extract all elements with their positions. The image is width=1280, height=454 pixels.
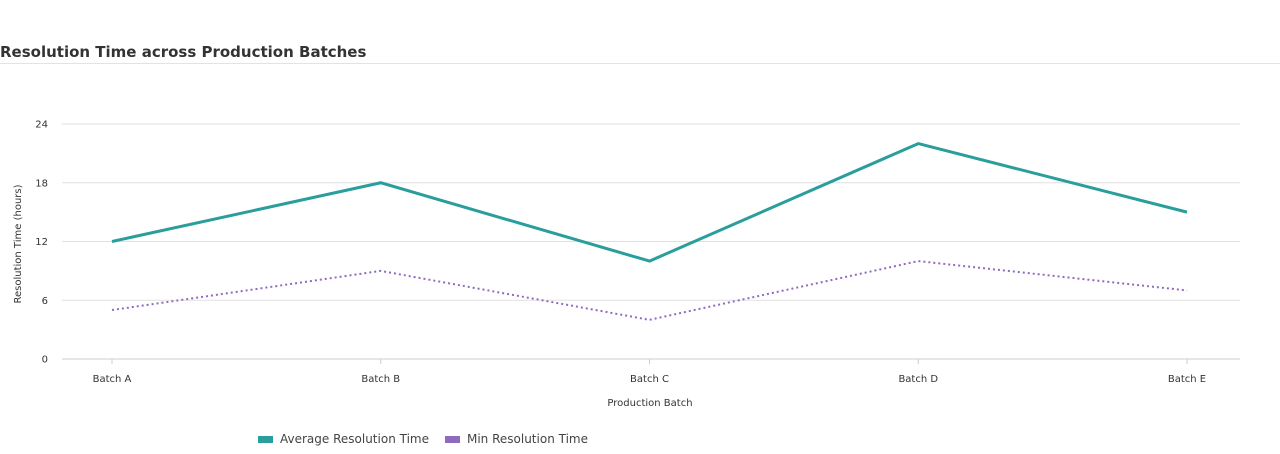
legend-item-average[interactable]: Average Resolution Time [258, 432, 429, 446]
data-point[interactable] [1186, 211, 1188, 213]
series-lines [111, 142, 1188, 321]
data-point[interactable] [380, 270, 382, 272]
gridlines [62, 123, 1240, 360]
y-axis-ticks: 0 6 12 18 24 [35, 120, 48, 366]
x-axis-title: Production Batch [607, 398, 692, 409]
y-tick-label: 0 [42, 355, 48, 366]
legend-swatch-min [444, 435, 460, 443]
chart-legend: Average Resolution Time Min Resolution T… [258, 432, 588, 446]
y-tick-label: 24 [35, 120, 48, 131]
x-tick-label: Batch B [361, 374, 400, 385]
legend-item-min[interactable]: Min Resolution Time [444, 432, 588, 446]
data-point[interactable] [380, 182, 382, 184]
y-axis-title: Resolution Time (hours) [13, 184, 24, 303]
series-line-average[interactable] [111, 142, 1188, 263]
data-point[interactable] [649, 260, 651, 262]
x-tick-label: Batch C [630, 374, 669, 385]
chart-title: Resolution Time across Production Batche… [0, 43, 367, 61]
x-tick-label: Batch E [1168, 374, 1206, 385]
x-tick-label: Batch A [93, 374, 132, 385]
chart-header: Resolution Time across Production Batche… [0, 0, 1280, 64]
data-point[interactable] [111, 241, 113, 243]
data-point[interactable] [917, 143, 919, 145]
data-point[interactable] [649, 319, 651, 321]
y-tick-label: 18 [35, 178, 48, 189]
x-tick-label: Batch D [898, 374, 938, 385]
legend-label-min: Min Resolution Time [466, 432, 588, 446]
x-axis-ticks: Batch A Batch B Batch C Batch D Batch E [93, 359, 1206, 385]
data-point[interactable] [111, 309, 113, 311]
legend-swatch-average [258, 435, 273, 443]
series-line-min[interactable] [111, 260, 1188, 321]
data-point[interactable] [917, 260, 919, 262]
y-tick-label: 12 [35, 237, 48, 248]
data-point[interactable] [1186, 289, 1188, 291]
y-tick-label: 6 [42, 296, 48, 307]
legend-label-average: Average Resolution Time [280, 432, 429, 446]
